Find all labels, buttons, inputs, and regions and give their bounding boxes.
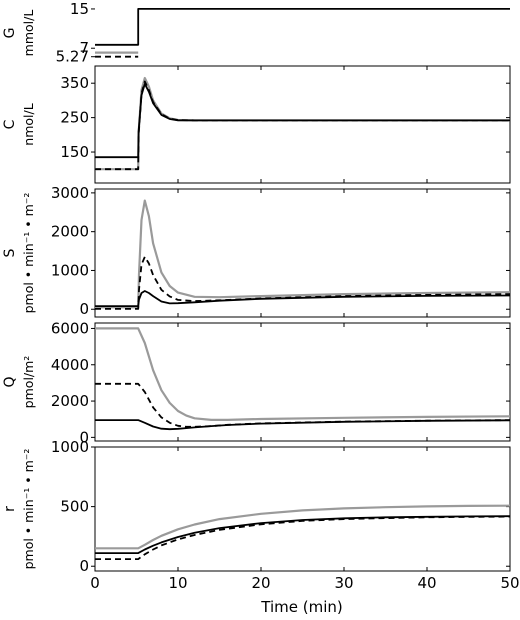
panel-c: 150 250 350 C nmol/L bbox=[2, 65, 511, 184]
x-tick-label: 30 bbox=[334, 574, 353, 592]
series-line-1 bbox=[95, 504, 511, 550]
y-axis-label: S bbox=[2, 248, 18, 257]
panel-g: 5.277 15 G mmol/L bbox=[2, 0, 510, 66]
x-tick-label: 50 bbox=[500, 574, 519, 592]
x-tick-label: 10 bbox=[168, 574, 187, 592]
series-line-3 bbox=[95, 515, 511, 554]
panel-q: 0 2000 4000 6000 Q pmol/m² bbox=[2, 319, 511, 446]
y-tick-label: 0 bbox=[79, 557, 89, 575]
y-tick-label: 150 bbox=[60, 143, 89, 161]
series-line-1 bbox=[95, 199, 511, 309]
y-tick-label: 6000 bbox=[51, 319, 89, 337]
x-tick-label: 0 bbox=[90, 574, 100, 592]
y-tick-label: 1000 bbox=[51, 261, 89, 279]
y-tick-label: 500 bbox=[60, 498, 89, 516]
x-tick-label: 20 bbox=[251, 574, 270, 592]
y-tick-label: 250 bbox=[60, 109, 89, 127]
y-axis-label: C bbox=[2, 119, 18, 129]
series-line-3 bbox=[95, 419, 511, 431]
panel-r: 0 500 1000 r pmol • min⁻¹ • m⁻² bbox=[2, 438, 511, 575]
y-tick-label: 7 bbox=[79, 39, 89, 57]
plot-frame bbox=[94, 446, 511, 572]
series-line-3 bbox=[95, 290, 511, 308]
x-tick-label: 40 bbox=[417, 574, 436, 592]
panel-s: 0 1000 2000 3000 S pmol • min⁻¹ • m⁻² bbox=[2, 184, 511, 318]
y-axis-unit: mmol/L bbox=[21, 10, 36, 57]
series-line-2 bbox=[95, 255, 511, 310]
series-line-1 bbox=[95, 76, 510, 171]
series-line-3 bbox=[95, 83, 510, 159]
y-tick-label: 2000 bbox=[51, 392, 89, 410]
y-tick-label: 2000 bbox=[51, 223, 89, 241]
y-tick-label: 350 bbox=[60, 74, 89, 92]
y-axis-unit: nmol/L bbox=[21, 103, 36, 145]
plot-frame bbox=[94, 188, 511, 318]
plot-frame bbox=[94, 65, 511, 184]
y-axis-label: G bbox=[2, 28, 18, 39]
y-tick-label: 1000 bbox=[51, 438, 89, 456]
y-axis-unit: pmol • min⁻¹ • m⁻² bbox=[21, 193, 36, 314]
y-axis-unit: pmol/m² bbox=[21, 356, 36, 409]
y-tick-label: 5.27 bbox=[56, 48, 89, 66]
y-axis-unit: pmol • min⁻¹ • m⁻² bbox=[21, 449, 36, 570]
y-tick-label: 0 bbox=[79, 428, 89, 446]
y-axis-label: Q bbox=[2, 376, 18, 387]
series-line-1 bbox=[95, 7, 510, 46]
series-line-1 bbox=[95, 327, 511, 421]
y-tick-label: 4000 bbox=[51, 356, 89, 374]
y-tick-label: 0 bbox=[79, 300, 89, 318]
plot-frame bbox=[94, 322, 511, 442]
series-line-2 bbox=[95, 80, 510, 171]
y-tick-label: 15 bbox=[70, 0, 89, 18]
x-axis-label: Time (min) bbox=[260, 598, 342, 616]
y-axis-label: r bbox=[2, 506, 18, 512]
y-tick-label: 3000 bbox=[51, 184, 89, 202]
